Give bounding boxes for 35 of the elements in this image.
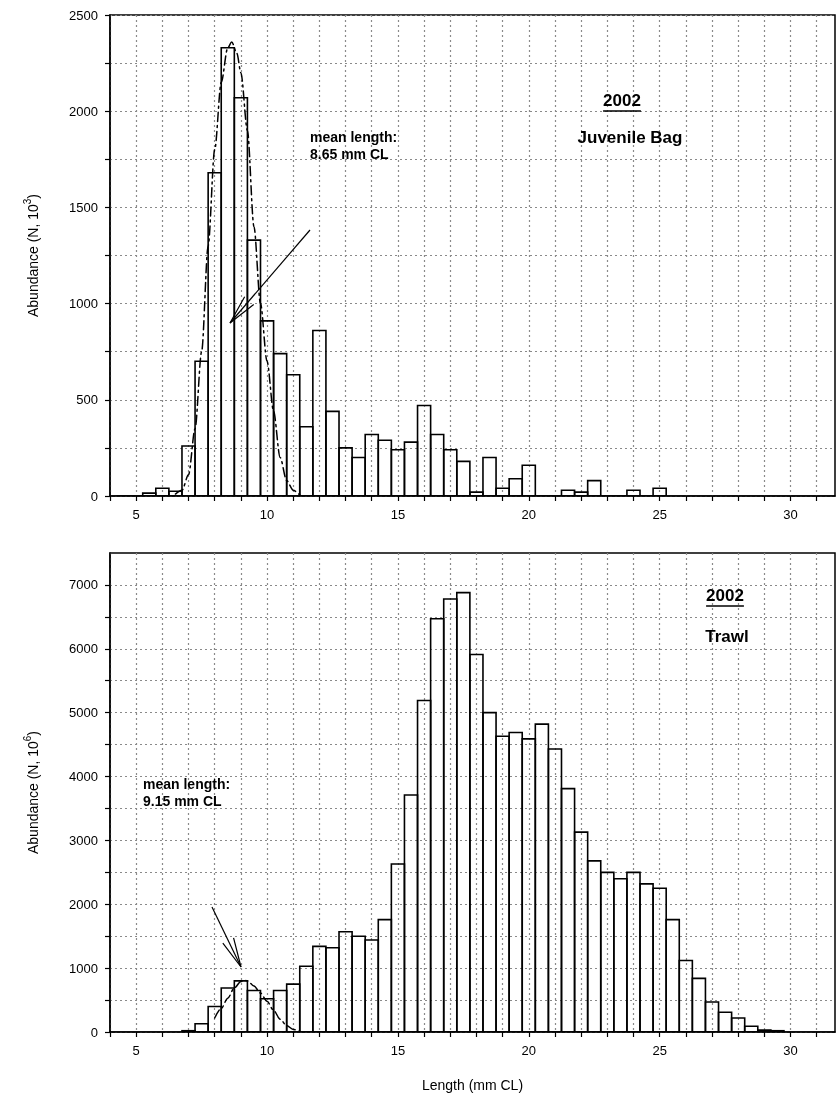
y-tick-label: 500 xyxy=(76,392,98,408)
annotation: mean length: 8.65 mm CL xyxy=(310,128,398,162)
y-axis-title: Abundance (N, 103) xyxy=(21,193,41,318)
annotation: mean length: 9.15 mm CL xyxy=(143,775,231,809)
x-tick-label: 10 xyxy=(259,1043,275,1058)
y-tick-label: 1000 xyxy=(69,960,98,976)
x-tick-label: 30 xyxy=(783,507,798,522)
annotation: Juvenile Bag xyxy=(577,127,683,147)
x-tick-label: 10 xyxy=(259,507,275,522)
x-tick-label: 25 xyxy=(652,507,667,522)
x-tick-label: 20 xyxy=(521,507,537,522)
y-tick-label: 7000 xyxy=(69,577,98,593)
x-tick-label: 25 xyxy=(652,1043,667,1058)
y-tick-label: 0 xyxy=(90,1024,98,1040)
x-tick-label: 5 xyxy=(132,507,140,522)
x-tick-label: 30 xyxy=(783,1043,798,1058)
y-tick-label: 5000 xyxy=(69,705,98,721)
x-axis-title: Length (mm CL) xyxy=(421,1077,524,1093)
x-tick-label: 5 xyxy=(132,1043,140,1058)
y-tick-label: 4000 xyxy=(69,769,98,785)
x-tick-label: 20 xyxy=(521,1043,537,1058)
x-tick-label: 15 xyxy=(390,507,406,522)
annotation: Trawl xyxy=(705,626,749,646)
y-tick-label: 2000 xyxy=(69,103,98,119)
annotation: 2002 xyxy=(603,90,641,110)
y-axis-title: Abundance (N, 106) xyxy=(21,730,41,855)
y-tick-label: 0 xyxy=(90,488,98,504)
y-tick-label: 3000 xyxy=(69,832,98,848)
x-tick-label: 15 xyxy=(390,1043,406,1058)
y-tick-label: 1000 xyxy=(69,296,98,312)
y-tick-label: 2000 xyxy=(69,896,98,912)
y-tick-label: 1500 xyxy=(69,199,98,215)
annotation: 2002 xyxy=(706,585,744,605)
y-tick-label: 6000 xyxy=(69,641,98,657)
y-tick-label: 2500 xyxy=(69,7,98,23)
